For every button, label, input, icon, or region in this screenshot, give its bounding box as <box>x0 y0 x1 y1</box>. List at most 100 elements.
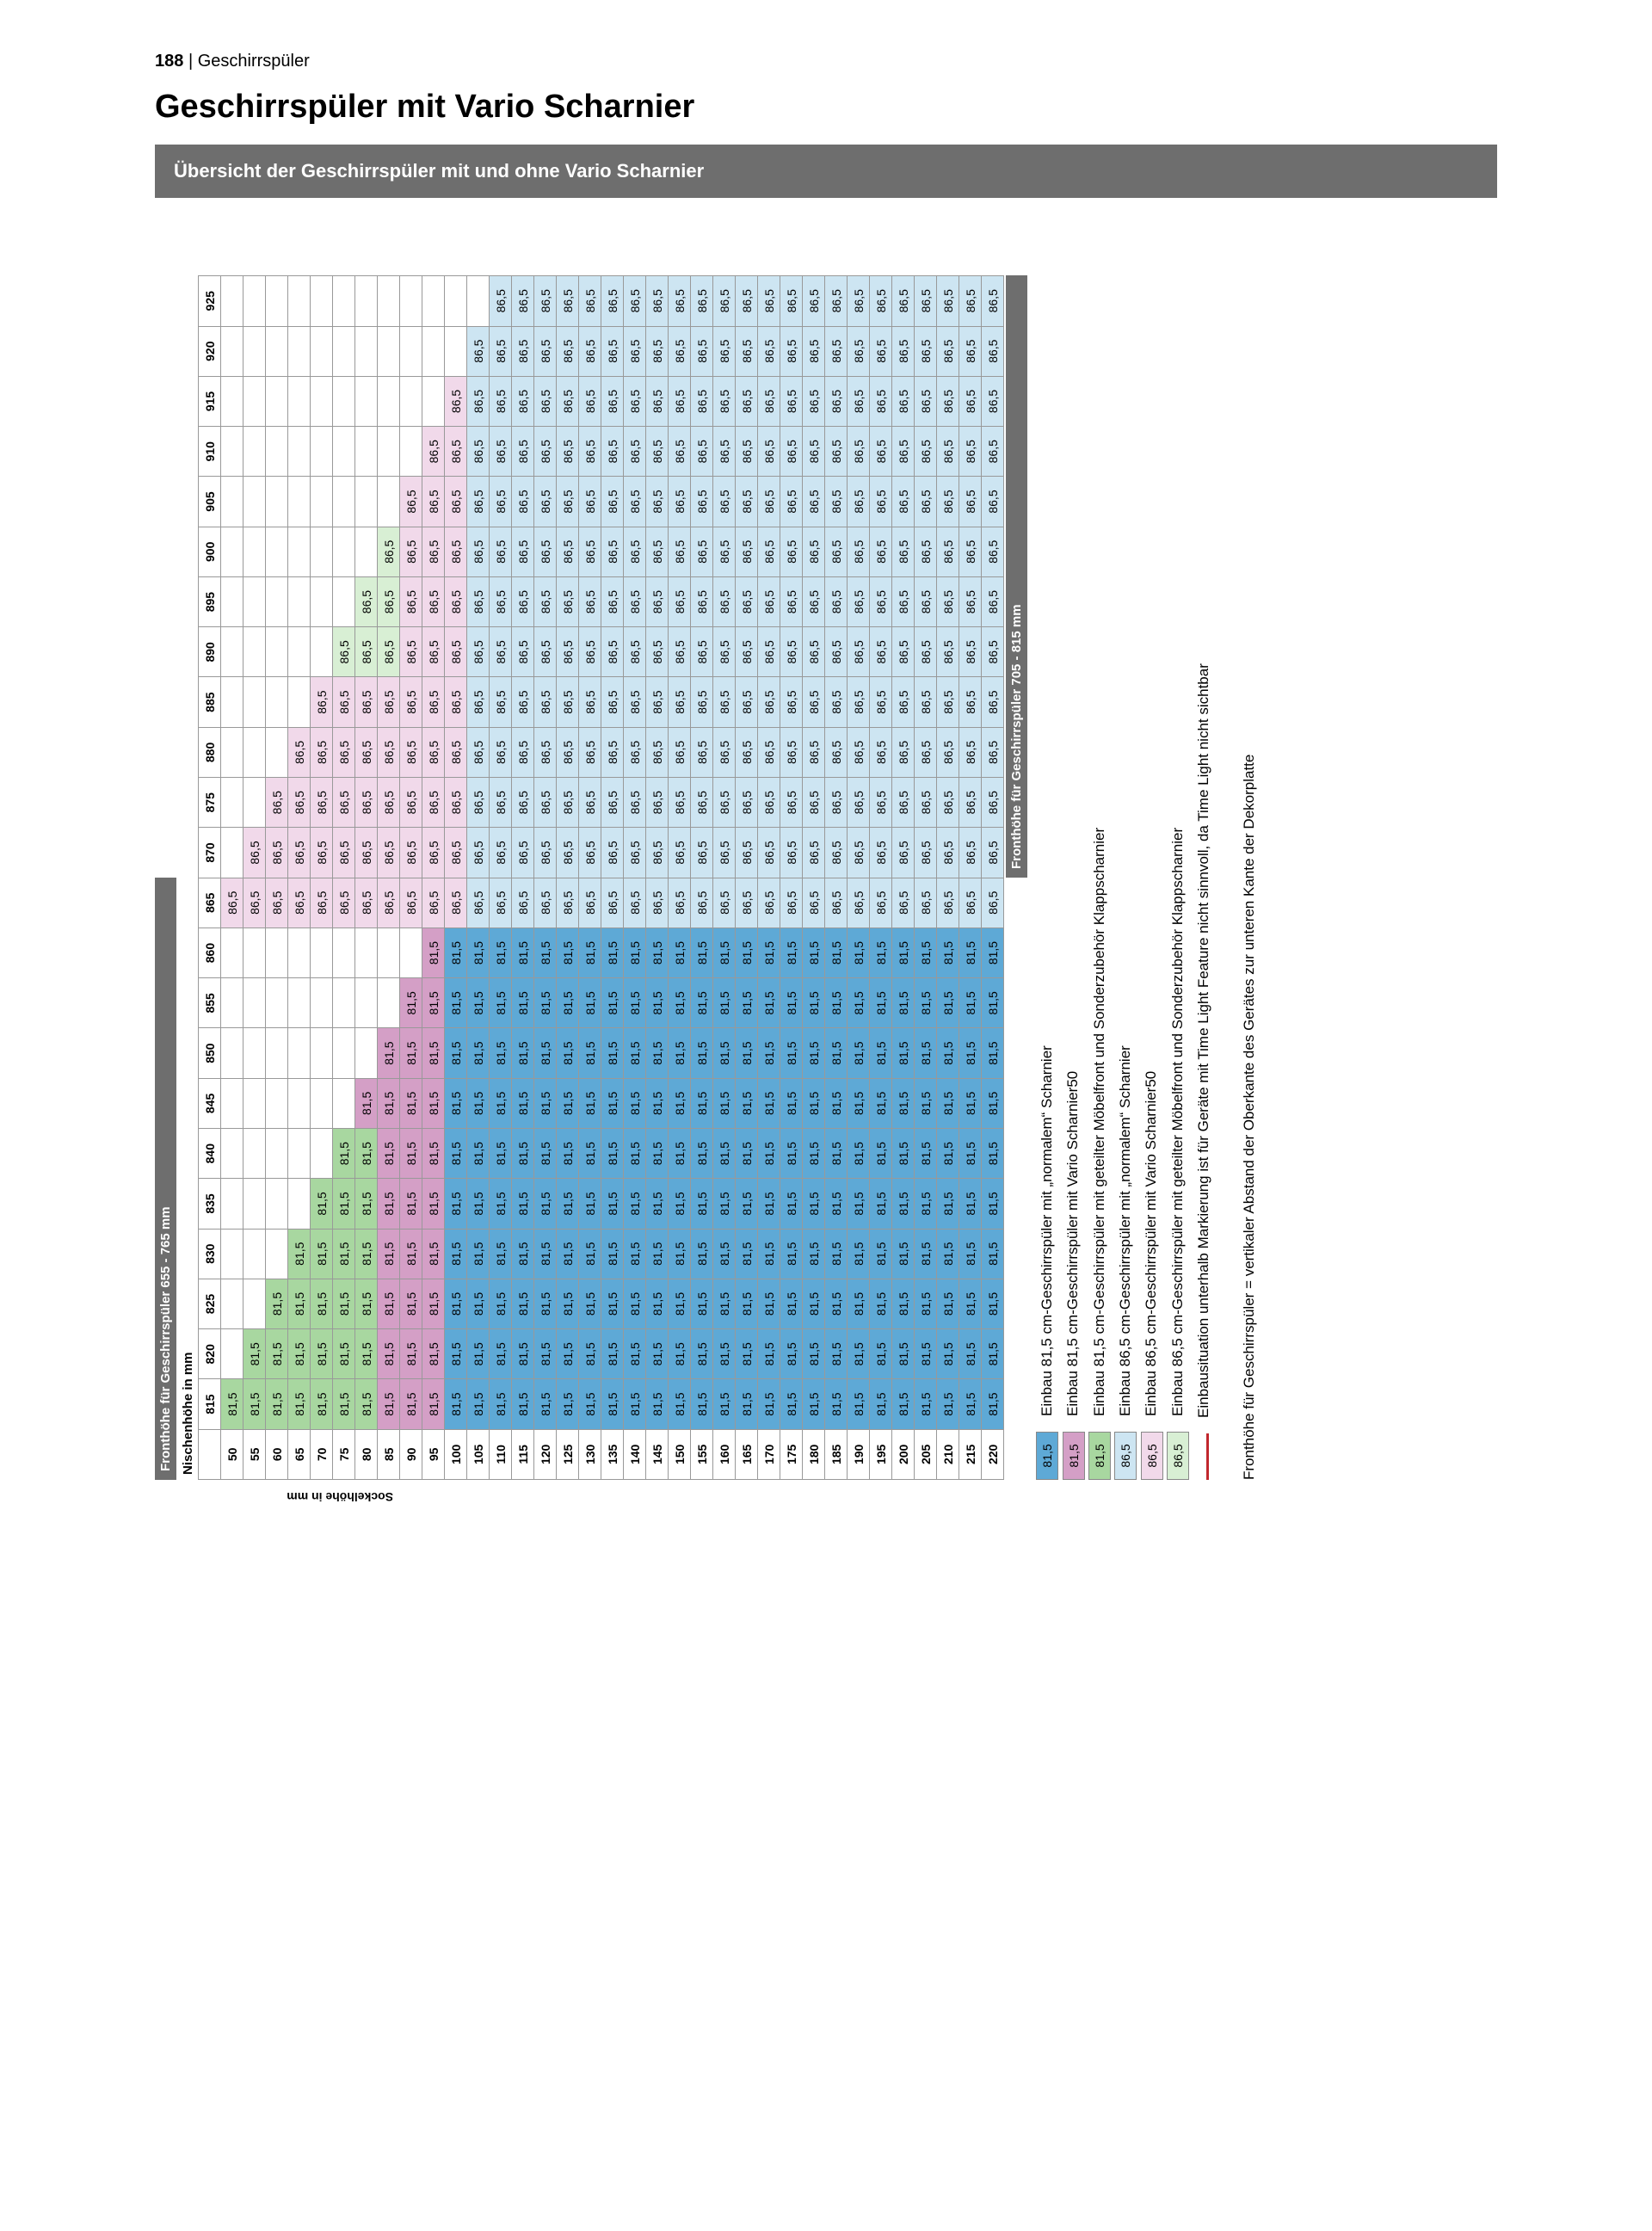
matrix-cell <box>355 477 378 527</box>
matrix-cell <box>288 978 311 1028</box>
matrix-cell <box>288 627 311 677</box>
matrix-cell: 86,5 <box>355 878 378 928</box>
legend-swatch <box>1193 1433 1214 1480</box>
matrix-cell: 86,5 <box>982 727 1004 777</box>
matrix-cell <box>445 326 467 376</box>
matrix-cell: 81,5 <box>333 1379 355 1429</box>
matrix-cell: 81,5 <box>579 1379 601 1429</box>
matrix-cell: 86,5 <box>534 576 557 626</box>
row-header: 215 <box>959 1429 982 1479</box>
matrix-cell: 86,5 <box>467 576 490 626</box>
matrix-cell: 86,5 <box>870 427 892 477</box>
matrix-cell <box>288 527 311 576</box>
matrix-cell: 86,5 <box>624 677 646 727</box>
row-header: 65 <box>288 1429 311 1479</box>
matrix-cell: 86,5 <box>780 677 803 727</box>
matrix-cell: 86,5 <box>646 276 669 327</box>
matrix-cell: 86,5 <box>624 627 646 677</box>
matrix-cell: 86,5 <box>803 527 825 576</box>
matrix-cell: 86,5 <box>803 576 825 626</box>
matrix-cell: 86,5 <box>557 276 579 327</box>
matrix-cell: 86,5 <box>467 477 490 527</box>
matrix-cell: 81,5 <box>288 1279 311 1328</box>
matrix-cell: 86,5 <box>534 878 557 928</box>
matrix-cell: 81,5 <box>355 1129 378 1179</box>
row-header: 115 <box>512 1429 534 1479</box>
matrix-cell: 81,5 <box>467 1279 490 1328</box>
matrix-cell: 81,5 <box>780 1229 803 1279</box>
matrix-cell: 86,5 <box>870 477 892 527</box>
matrix-cell <box>243 1129 266 1179</box>
row-header: 105 <box>467 1429 490 1479</box>
matrix-cell: 81,5 <box>669 1179 691 1229</box>
matrix-cell: 86,5 <box>669 477 691 527</box>
matrix-cell <box>266 1129 288 1179</box>
matrix-cell: 81,5 <box>982 1179 1004 1229</box>
matrix-cell: 81,5 <box>288 1229 311 1279</box>
matrix-cell: 81,5 <box>892 1379 915 1429</box>
matrix-cell: 86,5 <box>512 878 534 928</box>
matrix-cell: 86,5 <box>915 727 937 777</box>
matrix-cell <box>221 326 243 376</box>
matrix-cell: 81,5 <box>803 1179 825 1229</box>
matrix-cell: 81,5 <box>422 978 445 1028</box>
matrix-cell: 86,5 <box>915 576 937 626</box>
matrix-cell <box>288 376 311 426</box>
matrix-cell <box>243 376 266 426</box>
matrix-cell: 81,5 <box>713 1129 736 1179</box>
matrix-cell: 81,5 <box>624 1379 646 1429</box>
matrix-cell: 86,5 <box>445 527 467 576</box>
matrix-cell: 81,5 <box>780 1028 803 1078</box>
matrix-cell: 86,5 <box>870 878 892 928</box>
matrix-cell: 81,5 <box>467 1379 490 1429</box>
matrix-cell <box>266 1078 288 1128</box>
matrix-cell: 81,5 <box>557 1379 579 1429</box>
matrix-cell: 81,5 <box>758 928 780 977</box>
matrix-cell: 86,5 <box>355 627 378 677</box>
matrix-cell: 86,5 <box>669 677 691 727</box>
matrix-cell: 86,5 <box>601 276 624 327</box>
matrix-cell: 86,5 <box>534 527 557 576</box>
matrix-cell: 81,5 <box>758 1229 780 1279</box>
matrix-cell <box>243 1078 266 1128</box>
matrix-cell <box>221 427 243 477</box>
matrix-cell: 86,5 <box>915 778 937 828</box>
matrix-cell: 86,5 <box>892 427 915 477</box>
matrix-cell: 86,5 <box>601 677 624 727</box>
matrix-cell <box>333 928 355 977</box>
matrix-cell: 86,5 <box>713 527 736 576</box>
matrix-cell <box>221 1329 243 1379</box>
matrix-cell: 81,5 <box>624 1078 646 1128</box>
matrix-cell: 81,5 <box>422 1129 445 1179</box>
matrix-cell: 86,5 <box>780 376 803 426</box>
row-header: 55 <box>243 1429 266 1479</box>
matrix-cell: 81,5 <box>892 1329 915 1379</box>
matrix-cell: 86,5 <box>848 727 870 777</box>
matrix-cell: 86,5 <box>445 376 467 426</box>
matrix-cell: 81,5 <box>243 1329 266 1379</box>
matrix-cell <box>243 778 266 828</box>
row-header: 90 <box>400 1429 422 1479</box>
matrix-cell: 86,5 <box>445 576 467 626</box>
matrix-cell: 81,5 <box>736 1078 758 1128</box>
col-header: 815 <box>199 1379 221 1429</box>
matrix-cell: 86,5 <box>870 326 892 376</box>
matrix-cell: 81,5 <box>512 978 534 1028</box>
legend-swatch: 81,5 <box>1036 1432 1058 1480</box>
matrix-cell: 86,5 <box>400 727 422 777</box>
matrix-cell <box>266 978 288 1028</box>
matrix-cell: 86,5 <box>803 878 825 928</box>
matrix-cell: 86,5 <box>780 828 803 878</box>
matrix-cell: 86,5 <box>512 527 534 576</box>
matrix-cell: 86,5 <box>982 627 1004 677</box>
matrix-cell: 81,5 <box>490 978 512 1028</box>
matrix-cell: 81,5 <box>422 1028 445 1078</box>
matrix-cell: 81,5 <box>467 1329 490 1379</box>
matrix-cell: 86,5 <box>892 376 915 426</box>
matrix-cell: 81,5 <box>378 1379 400 1429</box>
matrix-cell <box>266 1229 288 1279</box>
row-header: 195 <box>870 1429 892 1479</box>
row-header: 220 <box>982 1429 1004 1479</box>
matrix-cell: 86,5 <box>579 627 601 677</box>
matrix-cell: 86,5 <box>467 778 490 828</box>
